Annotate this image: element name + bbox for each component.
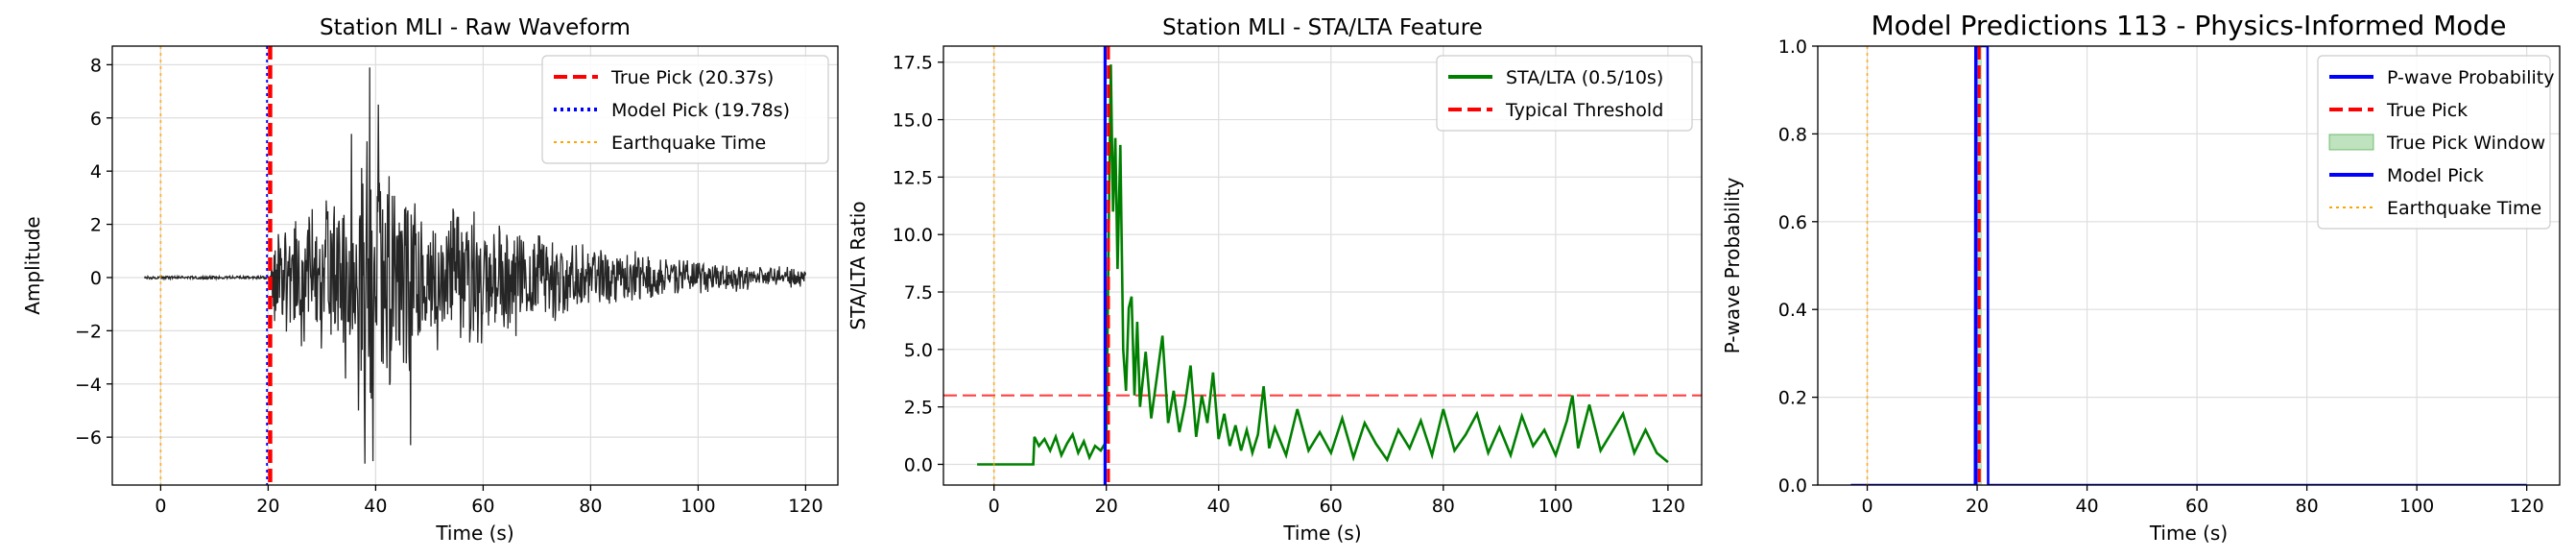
y-tick-label: 0.0 [1778, 475, 1807, 497]
y-tick-label: 8 [90, 55, 102, 76]
x-tick-label: 80 [579, 496, 602, 517]
axes-frame [1817, 45, 2561, 486]
y-tick-label: 5.0 [904, 340, 933, 361]
legend: STA/LTA (0.5/10s) Typical Threshold [1436, 55, 1693, 132]
x-tick-label: 100 [680, 496, 715, 517]
x-tick-label: 20 [1095, 496, 1118, 517]
x-tick-label: 120 [1651, 496, 1685, 517]
legend-label: STA/LTA (0.5/10s) [1506, 67, 1663, 88]
y-tick-label: 6 [90, 109, 102, 130]
legend-label: Earthquake Time [611, 133, 766, 154]
chart-title: Station MLI - STA/LTA Feature [1162, 15, 1483, 40]
legend-label: True Pick (20.37s) [610, 67, 774, 88]
legend-label: True Pick Window [2386, 133, 2545, 154]
legend-label: Model Pick [2387, 165, 2484, 186]
x-tick-label: 120 [2510, 496, 2544, 517]
y-tick-label: −6 [75, 427, 102, 449]
x-tick-label: 40 [1207, 496, 1230, 517]
y-tick-label: 0.0 [904, 454, 933, 475]
legend-label: Model Pick (19.78s) [611, 100, 790, 121]
legend: P-wave Probability True Pick True Pick Win… [2317, 55, 2555, 230]
x-tick-label: 20 [1966, 496, 1989, 517]
chart-title: Station MLI - Raw Waveform [320, 15, 631, 40]
legend-box [1436, 55, 1693, 132]
legend-label: True Pick [2386, 100, 2468, 121]
x-tick-label: 100 [1538, 496, 1573, 517]
legend: True Pick (20.37s) Model Pick (19.78s) Ear… [541, 55, 829, 164]
x-axis-label: Time (s) [435, 522, 513, 545]
y-tick-label: 0.4 [1778, 300, 1807, 321]
y-tick-label: 10.0 [893, 225, 933, 246]
legend-label: P-wave Probability [2387, 67, 2555, 88]
x-axis-label: Time (s) [2149, 522, 2228, 545]
y-tick-label: 4 [90, 161, 102, 182]
waveform-series-line [143, 67, 807, 464]
y-tick-label: 1.0 [1778, 36, 1807, 58]
x-tick-label: 80 [2296, 496, 2319, 517]
y-tick-label: 12.5 [893, 167, 933, 188]
chart-panel-2: 0 20 40 60 80 100 120 0.0 2.5 5.0 7.5 10.0 12.5 15.0 1… [847, 15, 1703, 545]
y-tick-label: −4 [75, 375, 102, 396]
x-tick-label: 0 [1861, 496, 1872, 517]
x-tick-label: 0 [155, 496, 166, 517]
plot-area [143, 46, 807, 485]
x-axis-label: Time (s) [1282, 522, 1361, 545]
chart-title: Model Predictions 113 - Physics-Informed… [1871, 10, 2506, 41]
y-tick-label: 2 [90, 215, 102, 236]
x-tick-label: 60 [1320, 496, 1343, 517]
y-tick-label: 0.6 [1778, 212, 1807, 233]
y-tick-label: 0.8 [1778, 124, 1807, 145]
axes-frame [111, 45, 839, 486]
plot-area [943, 46, 1702, 485]
x-tick-label: 0 [989, 496, 1000, 517]
y-axis-label: STA/LTA Ratio [847, 201, 870, 329]
y-tick-label: 2.5 [904, 398, 933, 419]
chart-panel-3: 0 20 40 60 80 100 120 0.0 0.2 0.4 0.6 0.8 1.0 Model P… [1721, 10, 2561, 545]
axes-frame [942, 45, 1703, 486]
x-tick-label: 20 [256, 496, 279, 517]
y-tick-label: 0.2 [1778, 388, 1807, 409]
y-tick-label: 0 [90, 268, 102, 289]
legend-swatch [2328, 134, 2374, 151]
y-tick-label: 7.5 [904, 282, 933, 304]
x-tick-label: 120 [788, 496, 823, 517]
y-tick-label: 15.0 [893, 110, 933, 132]
y-axis-label: Amplitude [21, 216, 44, 315]
x-tick-label: 60 [471, 496, 494, 517]
legend-box [541, 55, 829, 164]
x-tick-label: 100 [2399, 496, 2434, 517]
x-tick-label: 40 [364, 496, 387, 517]
chart-panel-1: 0 20 40 60 80 100 120 −6 −4 −2 0 2 4 6 8 Station MLI - … [21, 15, 839, 545]
y-tick-label: −2 [75, 321, 102, 342]
y-axis-label: P-wave Probability [1721, 178, 1744, 354]
plot-area [1850, 46, 2527, 485]
x-tick-label: 60 [2185, 496, 2208, 517]
legend-box [2317, 55, 2551, 230]
legend-label: Earthquake Time [2387, 198, 2541, 219]
legend-label: Typical Threshold [1505, 100, 1663, 121]
x-tick-label: 80 [1432, 496, 1455, 517]
x-tick-label: 40 [2075, 496, 2098, 517]
y-tick-label: 17.5 [893, 53, 933, 74]
